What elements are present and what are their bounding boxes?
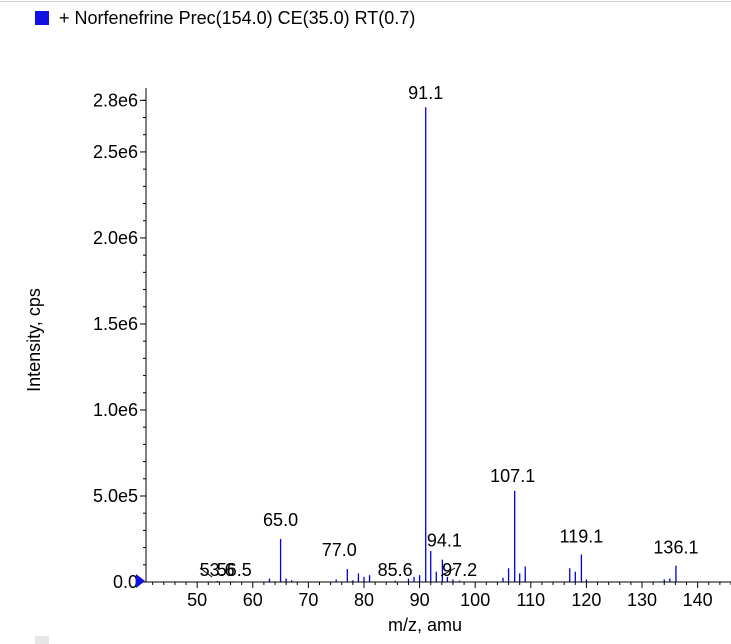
y-tick-label: 0.0 [113,572,138,592]
x-tick-label: 60 [243,590,263,610]
x-tick-label: 120 [571,590,601,610]
y-tick-label: 2.5e6 [93,142,138,162]
y-tick-label: 5.0e5 [93,486,138,506]
peak-label: 65.0 [263,510,298,530]
x-tick-label: 80 [354,590,374,610]
series-bars [216,107,677,582]
peak-label-leader [440,567,456,577]
y-tick-label: 1.0e6 [93,400,138,420]
x-tick-label: 130 [627,590,657,610]
x-tick-label: 90 [410,590,430,610]
top-divider [0,1,731,2]
y-axis-label: Intensity, cps [24,288,44,392]
peak-label: 91.1 [408,83,443,103]
peak-label: 119.1 [560,526,604,546]
peak-label: 107.1 [490,466,535,486]
peak-label: 53.6 [200,560,235,580]
peak-label: 56.5 [217,560,252,580]
legend: + Norfenefrine Prec(154.0) CE(35.0) RT(0… [35,7,415,29]
y-tick-label: 2.8e6 [93,90,138,110]
x-tick-label: 70 [298,590,318,610]
x-tick-label: 100 [460,590,490,610]
x-tick-label: 110 [516,590,545,610]
bottom-legend-swatch-icon [35,636,49,644]
peak-label: 136.1 [653,538,698,558]
zero-pointer-icon [136,574,145,588]
peak-label: 77.0 [322,540,357,560]
legend-swatch-icon [35,11,49,25]
peak-label: 97.2 [442,560,477,580]
y-tick-label: 1.5e6 [93,314,138,334]
y-tick-label: 2.0e6 [93,228,138,248]
x-tick-label: 50 [187,590,207,610]
axes: 50 60 70 80 90 100 110 120 130 140 0.0 5.0e5 1.0e6 1.… [93,88,731,610]
peak-label: 94.1 [427,531,462,551]
peak-annotations: 53.656.5 65.0 77.0 85.6 91.1 94.1 97.2 107.1 119… [200,83,699,580]
legend-label: + Norfenefrine Prec(154.0) CE(35.0) RT(0… [59,7,416,28]
peak-label: 85.6 [378,560,413,580]
x-tick-label: 140 [683,590,713,610]
peak-label-leader [199,567,213,578]
x-axis-label: m/z, amu [388,615,462,635]
